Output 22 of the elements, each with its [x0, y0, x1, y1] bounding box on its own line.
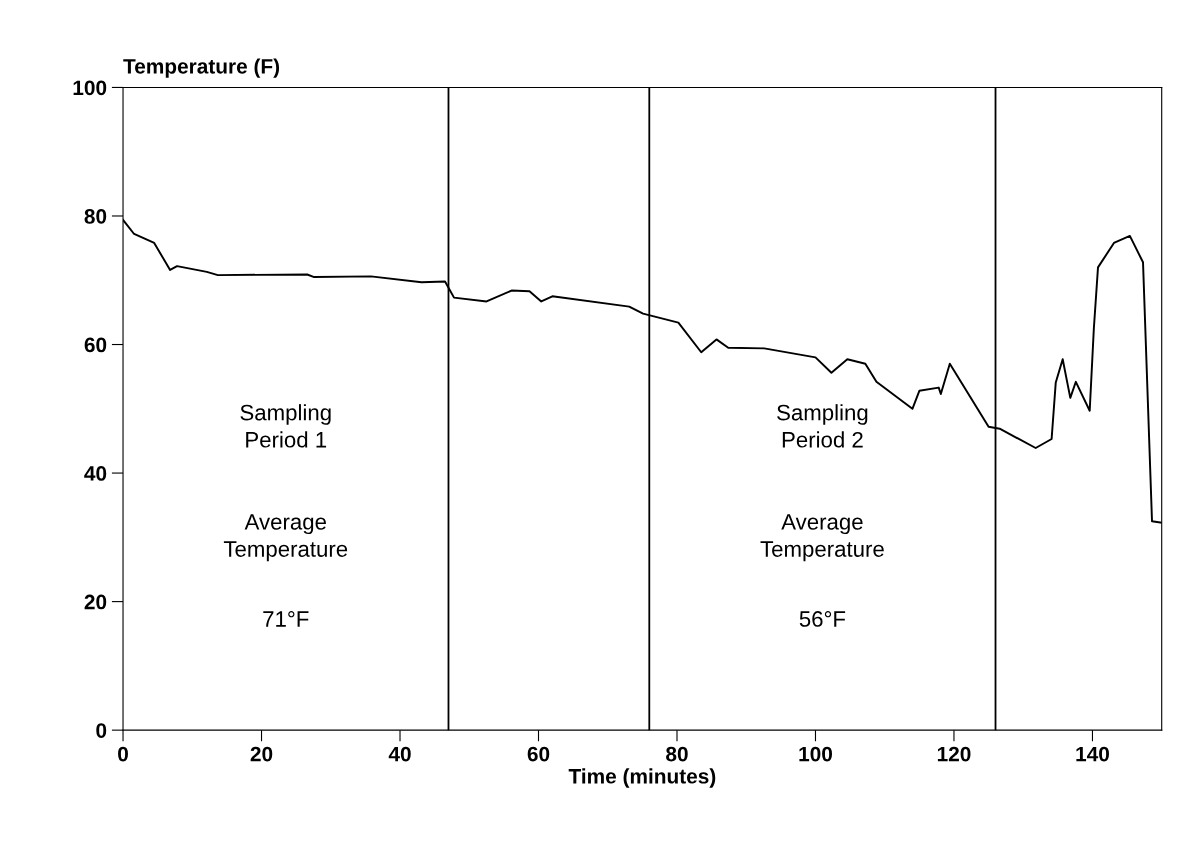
x-tick-label: 20	[250, 746, 273, 762]
x-tick-label: 40	[388, 746, 411, 762]
y-tick-label: 60	[84, 337, 107, 353]
x-tick-label: 120	[937, 746, 971, 762]
y-tick-label: 0	[96, 723, 107, 738]
x-tick-label: 60	[527, 746, 550, 762]
y-tick-label: 80	[84, 208, 107, 224]
y-tick-label: 100	[73, 80, 107, 96]
annotation: Average Temperature	[760, 514, 884, 562]
x-tick-label: 0	[118, 746, 128, 762]
x-tick-label: 100	[799, 746, 833, 762]
y-axis-title: Temperature (F)	[123, 58, 280, 78]
x-tick-label: 80	[666, 746, 688, 762]
x-axis-title: Time (minutes)	[568, 768, 716, 788]
y-tick-label: 40	[84, 466, 107, 481]
annotation: Average Temperature	[223, 514, 348, 562]
annotation: Sampling Period 2	[777, 404, 868, 448]
x-tick-label: 140	[1076, 746, 1109, 762]
annotation: 71°F	[263, 611, 309, 627]
annotation: Sampling Period 1	[240, 404, 331, 448]
annotation: 56°F	[799, 611, 846, 627]
y-tick-label: 20	[84, 594, 107, 610]
